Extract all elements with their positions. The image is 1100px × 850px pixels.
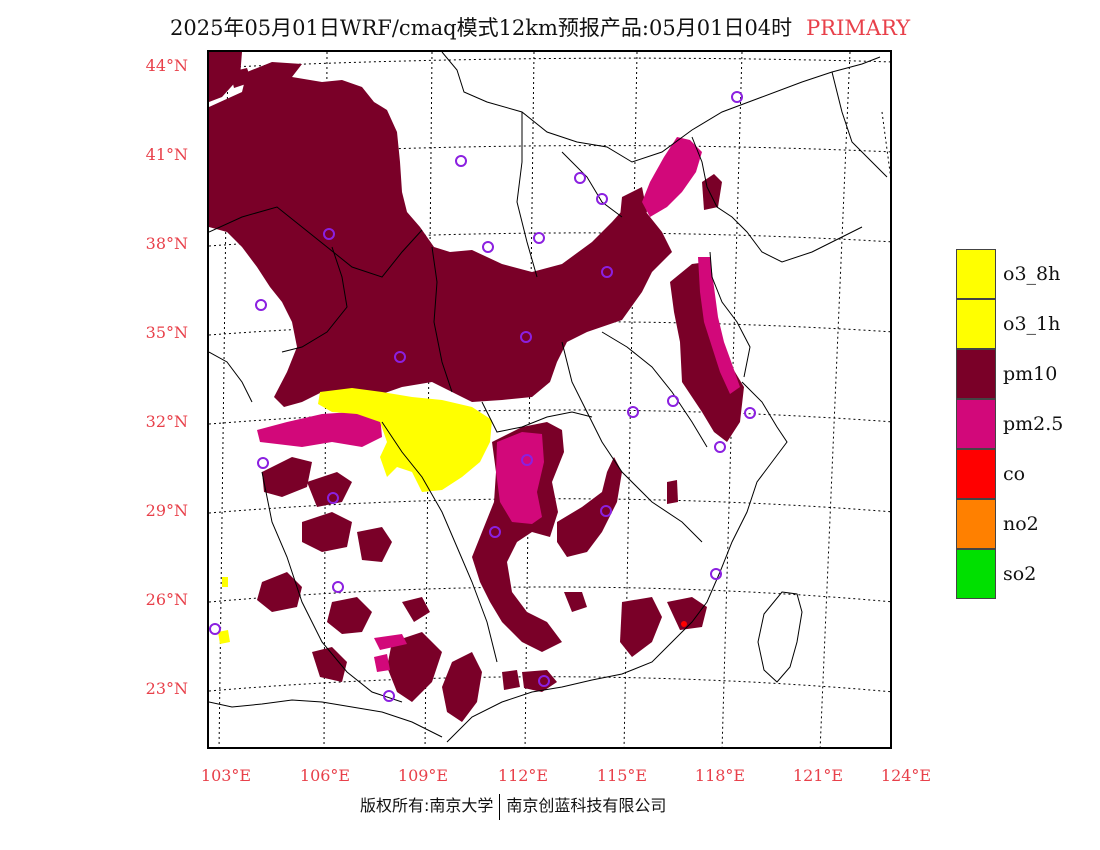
lat-label-23: 23°N <box>145 679 188 698</box>
boundaries <box>209 52 888 743</box>
station-marker <box>710 568 722 580</box>
station-marker <box>482 241 494 253</box>
legend-label: pm10 <box>1003 363 1058 385</box>
lon-label-103: 103°E <box>200 766 252 785</box>
map-panel <box>207 50 892 749</box>
co-spot <box>681 621 687 627</box>
lat-label-26: 26°N <box>145 590 188 609</box>
legend-swatch <box>956 449 996 499</box>
station-marker <box>521 454 533 466</box>
station-marker <box>600 505 612 517</box>
lat-label-44: 44°N <box>145 56 188 75</box>
station-marker <box>596 193 608 205</box>
station-marker <box>323 228 335 240</box>
lon-label-121: 121°E <box>792 766 844 785</box>
legend-label: o3_8h <box>1003 263 1061 285</box>
station-marker <box>714 441 726 453</box>
footer-divider <box>499 793 501 820</box>
lon-label-124: 124°E <box>880 766 932 785</box>
pollution-map <box>209 52 890 747</box>
copyright-right: 南京创蓝科技有限公司 <box>506 796 667 815</box>
station-marker <box>255 299 267 311</box>
station-marker <box>731 91 743 103</box>
lat-label-35: 35°N <box>145 323 188 342</box>
station-marker <box>744 407 756 419</box>
station-marker <box>667 395 679 407</box>
legend-label: co <box>1003 463 1026 485</box>
station-marker <box>574 172 586 184</box>
lon-label-109: 109°E <box>397 766 449 785</box>
station-marker <box>257 457 269 469</box>
station-marker <box>394 351 406 363</box>
station-marker <box>327 492 339 504</box>
station-marker <box>601 266 613 278</box>
station-marker <box>538 675 550 687</box>
station-marker <box>383 690 395 702</box>
legend-label: pm2.5 <box>1003 413 1064 435</box>
legend-swatch <box>956 349 996 399</box>
legend-swatch <box>956 549 996 599</box>
station-marker <box>520 331 532 343</box>
lat-label-41: 41°N <box>145 145 188 164</box>
pm25-regions <box>257 137 740 672</box>
station-marker <box>489 526 501 538</box>
station-marker <box>332 581 344 593</box>
copyright-left: 版权所有:南京大学 <box>360 796 494 815</box>
station-marker <box>209 623 221 635</box>
legend-label: no2 <box>1003 513 1039 535</box>
legend-label: o3_1h <box>1003 313 1061 335</box>
station-marker <box>533 232 545 244</box>
legend-swatch <box>956 249 996 299</box>
station-marker <box>455 155 467 167</box>
lat-label-32: 32°N <box>145 412 188 431</box>
copyright-footer: 版权所有:南京大学 南京创蓝科技有限公司 <box>360 792 666 820</box>
lon-label-115: 115°E <box>596 766 648 785</box>
legend-swatch <box>956 499 996 549</box>
lat-label-29: 29°N <box>145 501 188 520</box>
legend-swatch <box>956 399 996 449</box>
o3-regions <box>218 388 492 644</box>
station-marker <box>627 406 639 418</box>
lon-label-106: 106°E <box>299 766 351 785</box>
lon-label-118: 118°E <box>694 766 746 785</box>
title-text: 2025年05月01日WRF/cmaq模式12km预报产品:05月01日04时 <box>170 16 793 40</box>
station-markers <box>209 91 756 702</box>
pm10-regions <box>209 52 744 722</box>
lon-label-112: 112°E <box>497 766 549 785</box>
legend-label: so2 <box>1003 563 1037 585</box>
map-title: 2025年05月01日WRF/cmaq模式12km预报产品:05月01日04时 P… <box>170 12 910 42</box>
lat-label-38: 38°N <box>145 234 188 253</box>
legend-swatch <box>956 299 996 349</box>
primary-tag: PRIMARY <box>806 16 911 40</box>
